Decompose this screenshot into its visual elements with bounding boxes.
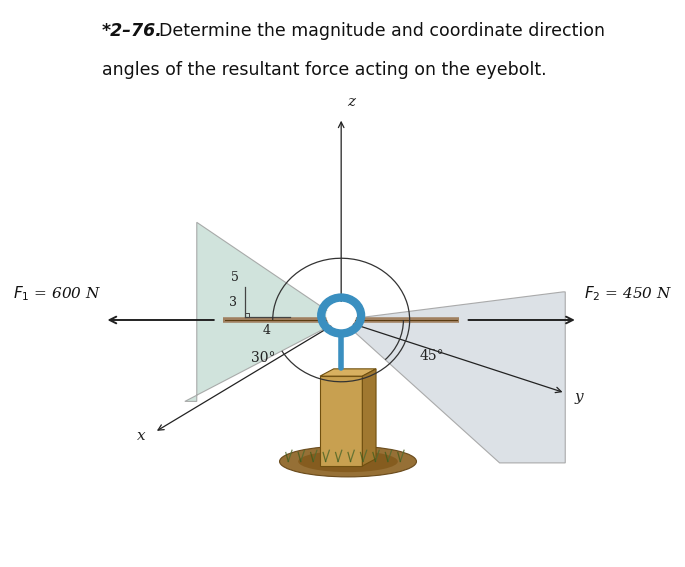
Text: angles of the resultant force acting on the eyebolt.: angles of the resultant force acting on … (101, 61, 546, 79)
Text: Determine the magnitude and coordinate direction: Determine the magnitude and coordinate d… (148, 23, 606, 40)
Text: 3: 3 (229, 295, 237, 308)
Polygon shape (320, 369, 376, 376)
Polygon shape (341, 292, 565, 463)
Text: x: x (136, 429, 145, 443)
Text: y: y (575, 390, 583, 404)
Text: $F_1$ = 600 N: $F_1$ = 600 N (13, 285, 101, 303)
Ellipse shape (298, 451, 398, 472)
Ellipse shape (279, 446, 416, 477)
Polygon shape (362, 369, 376, 466)
Text: *2–76.: *2–76. (101, 23, 162, 40)
Text: 45°: 45° (419, 349, 444, 363)
Polygon shape (320, 376, 362, 466)
Text: $F_2$ = 450 N: $F_2$ = 450 N (584, 285, 672, 303)
Text: 4: 4 (263, 324, 271, 337)
Text: 5: 5 (232, 272, 239, 285)
Text: z: z (347, 95, 356, 109)
Polygon shape (185, 222, 341, 401)
Circle shape (327, 303, 356, 328)
Text: 30°: 30° (251, 351, 275, 365)
